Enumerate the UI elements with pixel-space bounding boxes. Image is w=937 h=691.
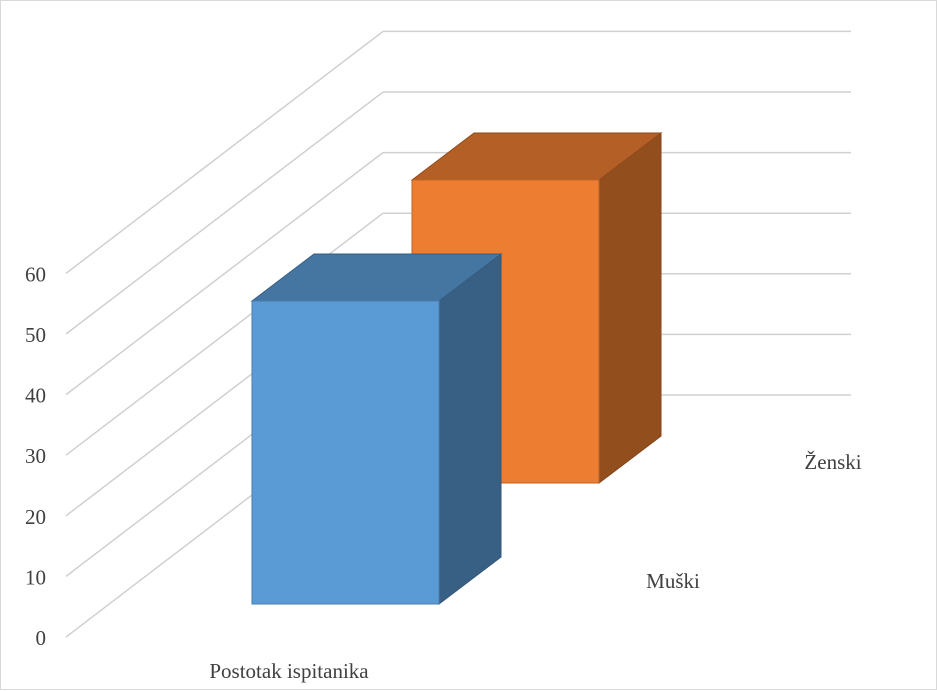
y-tick-label: 20 (25, 505, 46, 529)
y-tick-label: 0 (36, 626, 47, 650)
gridline-diagonal (65, 30, 384, 274)
y-tick-label: 60 (25, 262, 46, 286)
y-tick-label: 40 (25, 384, 46, 408)
y-tick-label: 30 (25, 444, 46, 468)
category-label: Postotak ispitanika (209, 659, 369, 683)
bar-zenski-side (598, 131, 662, 485)
series-label: Ženski (804, 450, 861, 474)
series-label: Muški (646, 569, 700, 593)
bar-muski-front (251, 300, 440, 605)
gridline-diagonal (65, 152, 384, 396)
bar-muski-side (438, 252, 502, 606)
y-tick-label: 10 (25, 565, 46, 589)
gridline-diagonal (65, 91, 384, 335)
y-tick-label: 50 (25, 323, 46, 347)
